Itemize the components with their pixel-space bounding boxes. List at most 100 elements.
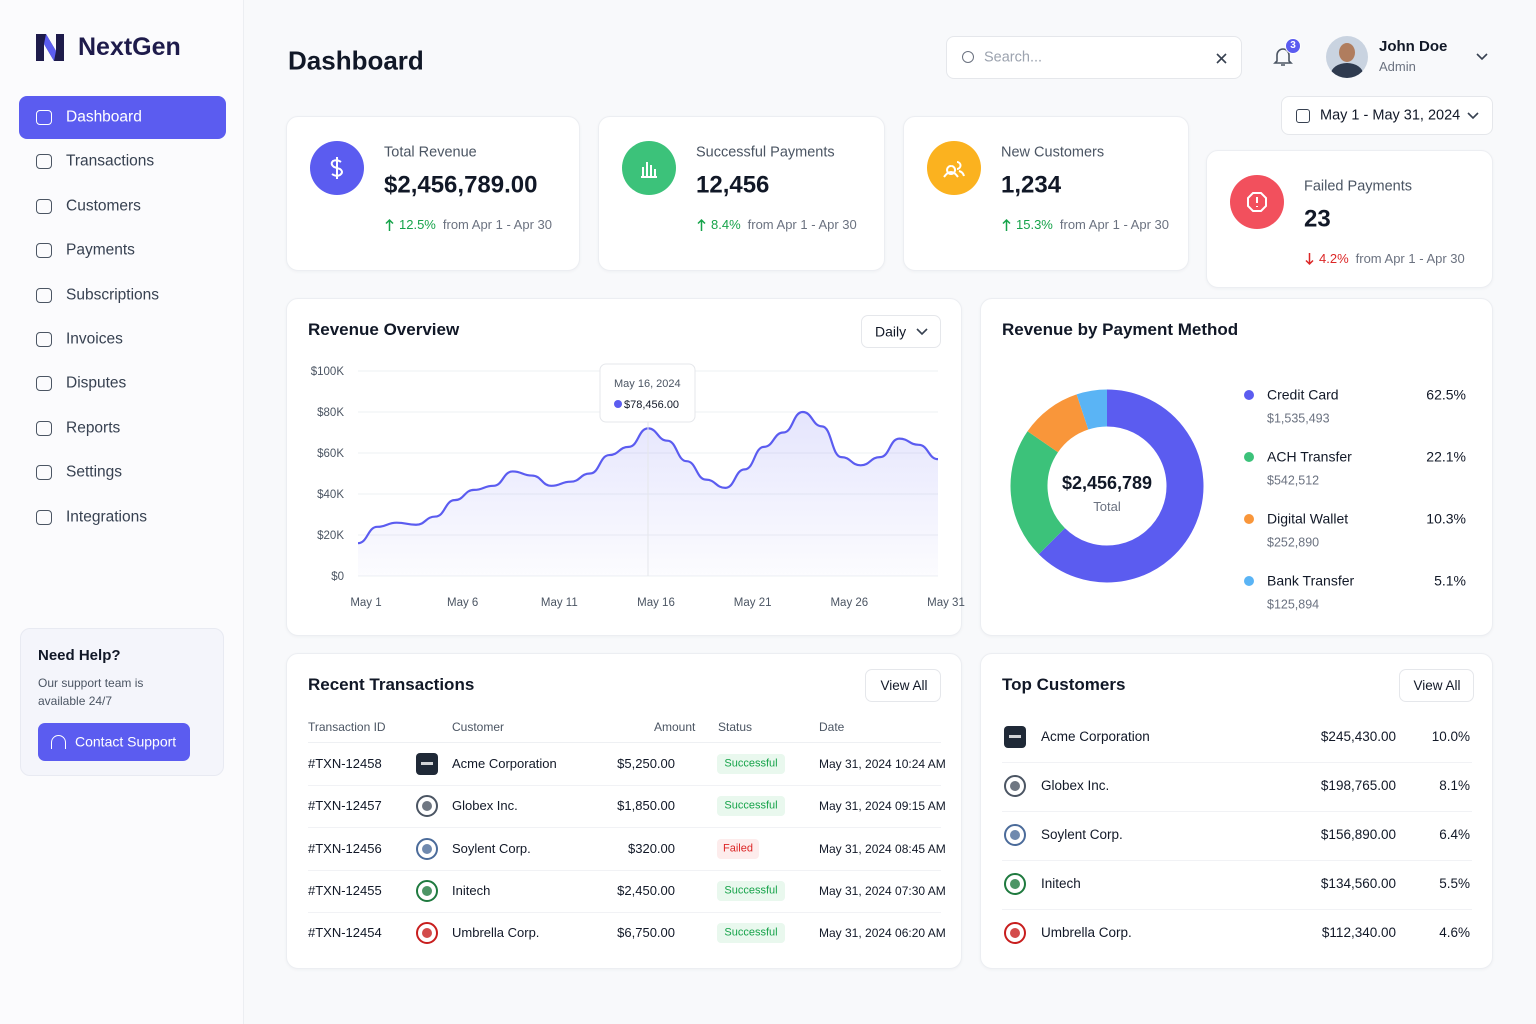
donut-segment [1010, 431, 1066, 555]
stat-value: $2,456,789.00 [384, 171, 538, 199]
menu-item[interactable]: Dashboard [19, 96, 226, 139]
logo-inner [422, 801, 432, 812]
legend-dot [1244, 452, 1254, 462]
payment-method-card: Revenue by Payment Method $2,456,789 Total… [980, 298, 1493, 636]
logo-inner [1010, 830, 1020, 840]
glyph [330, 157, 343, 179]
tooltip-box [599, 363, 696, 423]
row-divider [308, 911, 941, 913]
stat-label: Failed Payments [1304, 178, 1412, 195]
card-title: Top Customers [1002, 674, 1126, 694]
arrow [385, 218, 394, 231]
status-badge: Successful [717, 754, 785, 774]
menu-label: Disputes [66, 375, 127, 393]
customer-revenue: $198,765.00 [1320, 777, 1396, 793]
menu-item[interactable]: Payments [19, 229, 226, 272]
customer-name: Umbrella Corp. [1041, 924, 1132, 940]
avatar-body [1331, 63, 1363, 78]
contact-support-button[interactable]: Contact Support [38, 723, 190, 761]
legend-percent: 22.1% [1426, 448, 1466, 465]
button-label: Contact Support [75, 733, 177, 750]
menu-icon [36, 420, 52, 436]
stat-glyph [943, 161, 965, 178]
menu-label: Payments [66, 241, 135, 259]
clear-icon [1216, 53, 1227, 64]
menu-item[interactable]: Invoices [19, 318, 226, 361]
view-all-button[interactable]: View All [1399, 669, 1474, 702]
date-chevron[interactable] [1467, 112, 1479, 120]
donut-total: $2,456,789 [1062, 473, 1152, 493]
menu-item[interactable]: Disputes [19, 362, 226, 405]
menu-item[interactable]: Subscriptions [19, 274, 226, 317]
column-header: Transaction ID [308, 719, 386, 734]
user-name: John Doe [1379, 38, 1448, 55]
txn-id: #TXN-12458 [308, 756, 382, 772]
customer-name: Soylent Corp. [1041, 826, 1123, 842]
logo-inner [421, 762, 433, 765]
customer-logo [416, 879, 438, 902]
stat-change: 12.5% [399, 217, 436, 233]
logo-inner [1009, 735, 1021, 738]
donut-total-label: Total [1093, 499, 1121, 514]
row-divider [1002, 860, 1472, 861]
amount: $6,750.00 [617, 925, 675, 941]
menu-item[interactable]: Customers [19, 185, 226, 228]
menu-label: Transactions [66, 153, 155, 171]
user-menu-chevron[interactable] [1476, 53, 1488, 61]
stat-value: 12,456 [696, 171, 770, 199]
logo-inner [422, 885, 432, 896]
x-tick-label: May 1 [350, 597, 381, 609]
badge-count: 3 [1290, 40, 1296, 51]
date: May 31, 2024 06:20 AM [819, 925, 946, 940]
customer-name: Initech [452, 883, 491, 899]
arrow [1305, 253, 1314, 266]
trend-arrow [1305, 253, 1314, 266]
menu-item[interactable]: Integrations [19, 496, 226, 539]
legend-label: Credit Card [1267, 386, 1339, 403]
menu-icon [36, 465, 52, 481]
chevron-path [1476, 53, 1488, 61]
customer-name: Globex Inc. [452, 798, 518, 814]
date-range-label: May 1 - May 31, 2024 [1320, 107, 1461, 124]
brand-name: NextGen [78, 33, 181, 61]
menu-item[interactable]: Reports [19, 407, 226, 450]
revenue-overview-card: Revenue Overview Daily $0 $20K $40K $60K $80K $… [286, 298, 965, 636]
glyph [1247, 192, 1267, 212]
date-range-picker[interactable]: May 1 - May 31, 2024 [1281, 96, 1493, 135]
search-icon [962, 51, 974, 63]
date: May 31, 2024 10:24 AM [819, 756, 946, 771]
customer-name: Umbrella Corp. [452, 925, 540, 941]
user-avatar [1326, 36, 1368, 78]
button-label: View All [880, 677, 928, 693]
menu-item[interactable]: Transactions [19, 140, 226, 183]
legend-amount: $542,512 [1267, 473, 1320, 488]
card-title: Recent Transactions [308, 674, 475, 694]
legend-amount: $1,535,493 [1267, 411, 1330, 426]
button-label: View All [1413, 677, 1461, 693]
help-title: Need Help? [38, 647, 121, 664]
customer-logo [1004, 775, 1026, 797]
legend-percent: 62.5% [1426, 386, 1466, 403]
arrow [697, 218, 706, 231]
view-all-button[interactable]: View All [865, 669, 941, 702]
customer-name: Globex Inc. [1041, 777, 1110, 793]
search-box[interactable]: Search... [946, 36, 1242, 79]
dropdown-chevron[interactable] [916, 328, 928, 336]
legend-percent: 10.3% [1426, 510, 1466, 527]
legend-dot [1244, 390, 1254, 400]
row-divider [1002, 909, 1472, 910]
customer-logo [1004, 824, 1026, 846]
menu-icon [36, 198, 52, 214]
customer-share: 8.1% [1439, 777, 1470, 793]
menu-item[interactable]: Settings [19, 451, 226, 494]
stat-icon [927, 141, 981, 195]
date: May 31, 2024 09:15 AM [819, 799, 946, 814]
date: May 31, 2024 08:45 AM [819, 841, 946, 856]
stat-icon [1230, 175, 1284, 229]
top-customers-card: Top Customers View All Acme Corporation $24… [980, 653, 1493, 969]
y-tick-label: $80K [317, 407, 344, 419]
stat-glyph [1247, 192, 1267, 212]
period-dropdown[interactable]: Daily [861, 315, 941, 348]
dropdown-label: Daily [875, 323, 907, 340]
